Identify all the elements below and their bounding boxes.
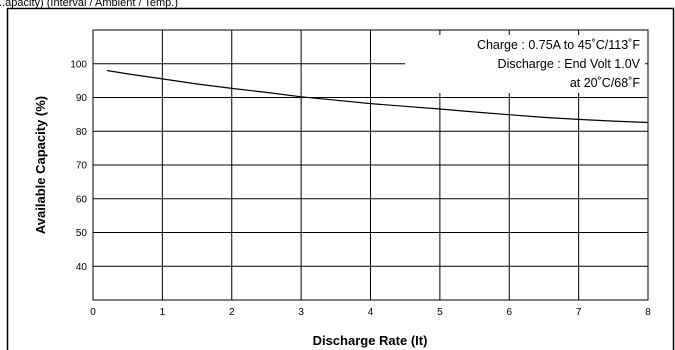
y-tick-60: 60 [76, 194, 88, 205]
plot-area: 40 50 60 70 80 90 100 0 1 2 3 4 5 6 7 8 [70, 29, 651, 318]
x-tick-7: 7 [576, 307, 582, 318]
x-tick-labels: 0 1 2 3 4 5 6 7 8 [90, 307, 651, 318]
x-tick-8: 8 [645, 307, 651, 318]
x-tick-6: 6 [506, 307, 512, 318]
y-tick-40: 40 [76, 262, 88, 273]
series-group [106, 69, 649, 124]
header-fragment: ...apacity) (Interval / Ambient / Temp.) [0, 0, 178, 9]
y-tick-50: 50 [76, 228, 88, 239]
note-line-temp: at 20˚C/68˚F [570, 76, 641, 90]
y-tick-90: 90 [76, 93, 88, 104]
y-tick-70: 70 [76, 161, 88, 172]
y-axis-title: Available Capacity (%) [33, 96, 48, 234]
condition-note-bg [405, 35, 645, 93]
x-tick-0: 0 [90, 307, 96, 318]
y-tick-100: 100 [70, 59, 87, 70]
x-axis-title: Discharge Rate (It) [313, 333, 428, 348]
x-tick-3: 3 [298, 307, 304, 318]
note-line-discharge: Discharge : End Volt 1.0V [498, 57, 641, 71]
x-tick-5: 5 [437, 307, 443, 318]
x-tick-2: 2 [229, 307, 235, 318]
x-tick-1: 1 [160, 307, 166, 318]
series-line-0 [106, 69, 649, 124]
y-tick-80: 80 [76, 127, 88, 138]
y-tick-labels: 40 50 60 70 80 90 100 [70, 59, 87, 273]
condition-note: Charge : 0.75A to 45˚C/113˚F Discharge :… [405, 35, 645, 93]
x-tick-4: 4 [368, 307, 374, 318]
grid-lines [93, 30, 648, 300]
note-line-charge: Charge : 0.75A to 45˚C/113˚F [477, 38, 640, 52]
